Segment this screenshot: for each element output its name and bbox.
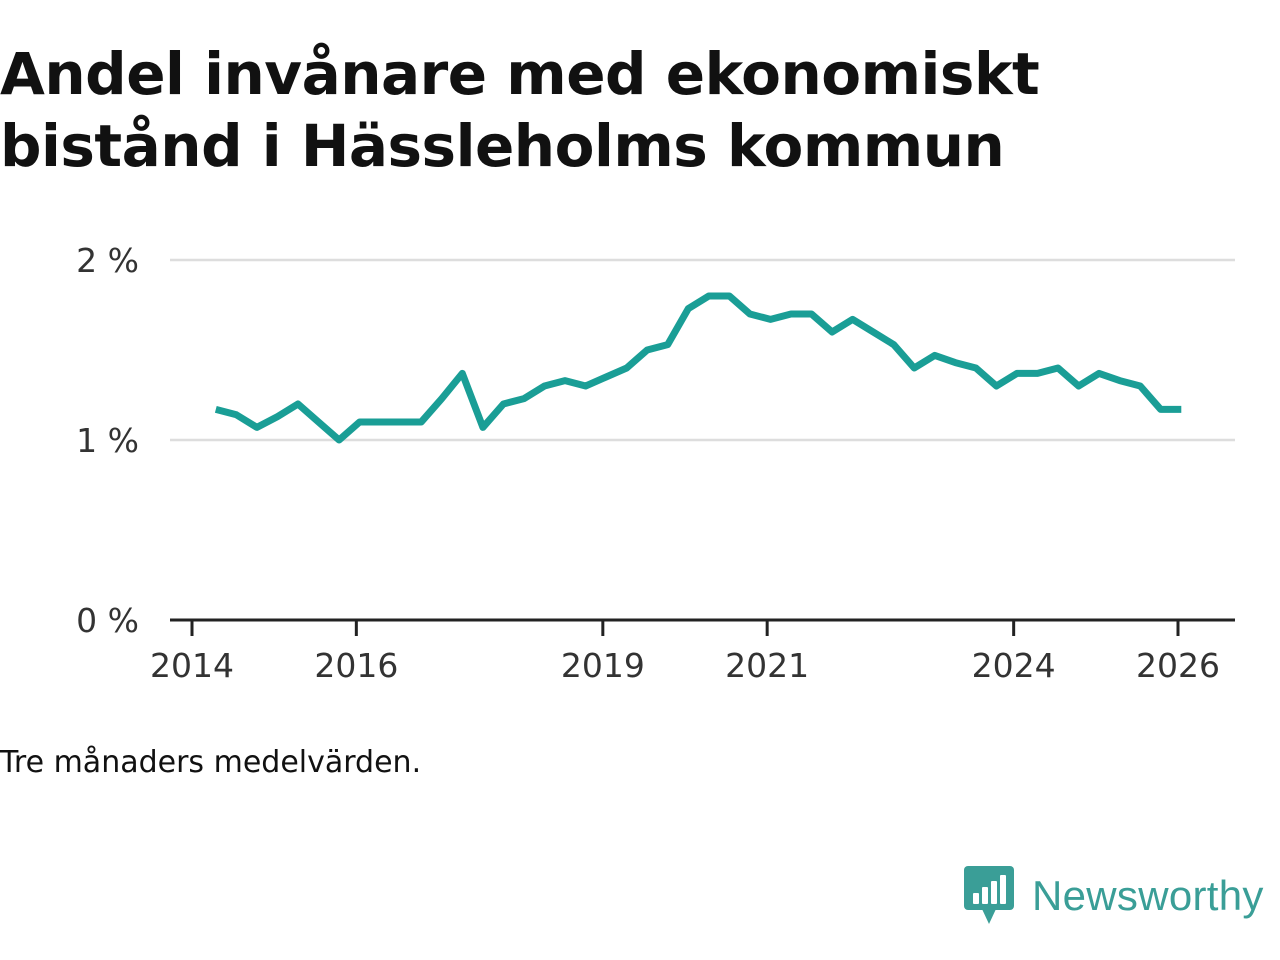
- series-line: [214, 292, 1182, 444]
- x-tick-label: 2014: [150, 646, 234, 685]
- line-chart: 0 % 1 % 2 % 2014 2016 2019 2021 2024 2026: [76, 241, 1235, 685]
- x-axis: [170, 618, 1235, 636]
- series-layer: [214, 292, 1182, 444]
- gridlines: [170, 258, 1235, 442]
- x-tick-label: 2016: [314, 646, 398, 685]
- x-axis-labels: 2014 2016 2019 2021 2024 2026: [150, 646, 1220, 685]
- brand-name: Newsworthy: [1032, 872, 1264, 919]
- y-tick-label: 1 %: [76, 421, 139, 460]
- y-tick-label: 2 %: [76, 241, 139, 280]
- x-tick-label: 2024: [972, 646, 1056, 685]
- y-axis-labels: 0 % 1 % 2 %: [76, 241, 139, 640]
- x-tick-label: 2026: [1136, 646, 1220, 685]
- newsworthy-logo-icon: [964, 866, 1014, 924]
- brand-logo: Newsworthy: [964, 864, 1264, 928]
- chart-title: Andel invånare med ekonomiskt bistånd i …: [0, 40, 1040, 180]
- chart-caption: Tre månaders medelvärden.: [0, 745, 422, 780]
- y-tick-label: 0 %: [76, 601, 139, 640]
- x-tick-label: 2021: [725, 646, 809, 685]
- x-tick-label: 2019: [561, 646, 645, 685]
